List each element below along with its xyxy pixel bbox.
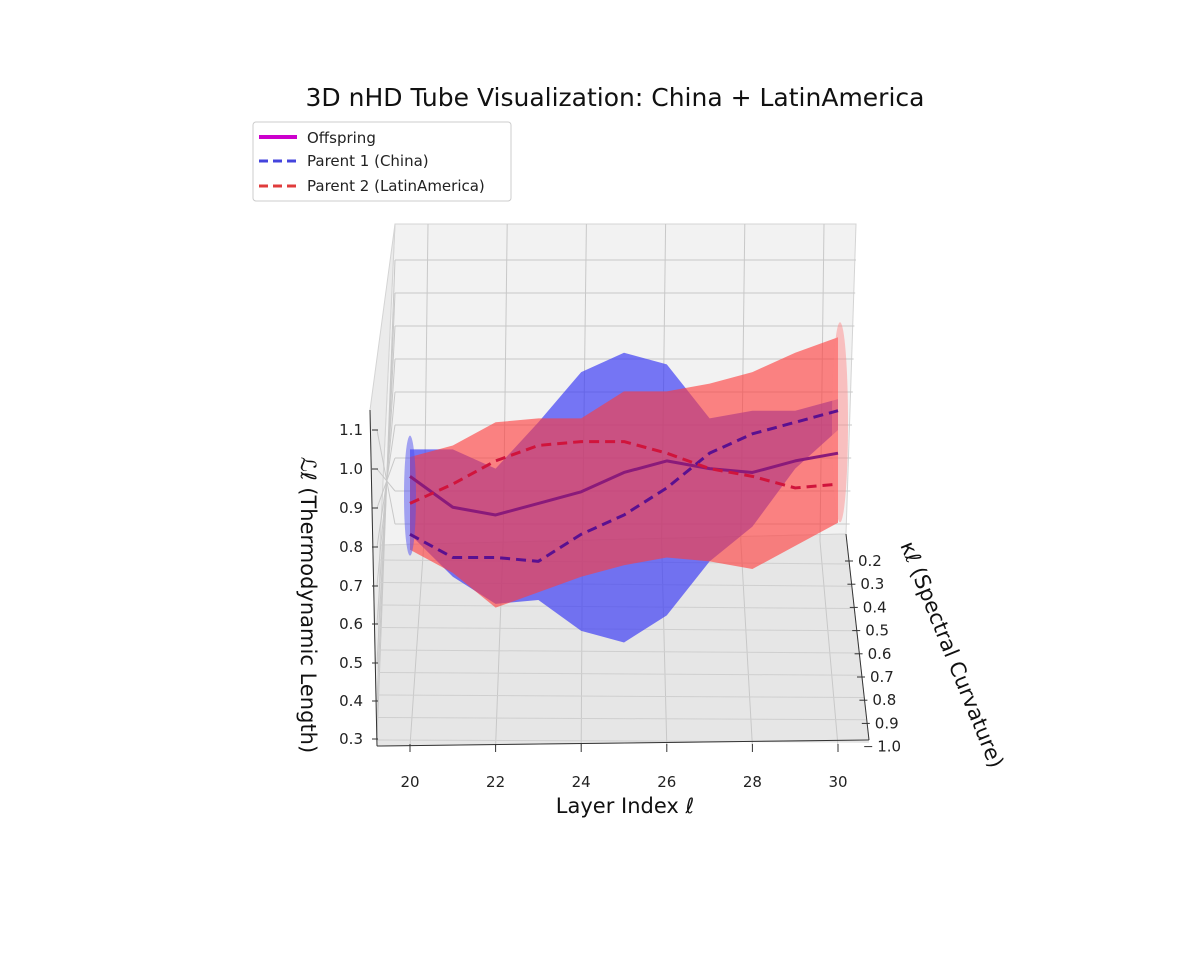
y-tick-label: 0.7: [870, 668, 894, 686]
grid-line-left-z: [376, 457, 396, 509]
tube-start-cap: [404, 435, 416, 556]
line-parent1-china: [409, 409, 839, 563]
z-axis-line: [369, 409, 378, 747]
z-tick-label: 1.0: [339, 460, 363, 478]
y-tick-label: 0.2: [858, 552, 882, 570]
tick-labels: 20 22 24 26 28 30 0.3 0.4 0.5 0.6 0.7 0.8 0.9 1.0 1.1 0…: [339, 421, 901, 791]
grid-line-floor-y: [377, 694, 865, 698]
x-tick-label: 20: [400, 773, 419, 791]
y-tick-label: 0.8: [872, 691, 896, 709]
x-axis-line: [376, 739, 870, 747]
grid-line-floor-y: [378, 649, 860, 654]
chart-title: 3D nHD Tube Visualization: China + Latin…: [306, 83, 925, 112]
legend-label-offspring: Offspring: [307, 129, 376, 147]
tube-end-cap: [832, 322, 848, 523]
y-tick-label: 0.6: [868, 645, 892, 663]
grid-line-left-z: [376, 424, 396, 548]
grid-line-floor-x: [740, 540, 753, 747]
z-tick-label: 0.7: [339, 577, 363, 595]
z-tick-label: 1.1: [339, 421, 363, 439]
grid-line-floor-x: [409, 540, 425, 747]
z-tick-label: 0.6: [339, 615, 363, 633]
x-tick-label: 24: [572, 773, 591, 791]
x-tick-label: 30: [828, 773, 847, 791]
y-axis-line: [845, 533, 870, 741]
z-tick-label: 0.5: [339, 654, 363, 672]
grid-line-floor-y: [376, 739, 870, 743]
x-tick-label: 26: [657, 773, 676, 791]
y-tick-label: 0.4: [863, 598, 887, 616]
grid-line-left-z: [376, 468, 396, 492]
y-tick-label: 1.0: [877, 738, 901, 756]
y-axis-title: κℓ (Spectral Curvature): [895, 538, 1008, 771]
x-tick-label: 28: [743, 773, 762, 791]
x-tick-label: 22: [486, 773, 505, 791]
legend-label-parent1: Parent 1 (China): [307, 152, 429, 170]
legend-label-parent2: Parent 2 (LatinAmerica): [307, 177, 485, 195]
y-tick-label: 0.5: [865, 622, 889, 640]
y-tick-label: 0.3: [860, 575, 884, 593]
grid-line-left-z: [376, 429, 396, 525]
legend: Offspring Parent 1 (China) Parent 2 (Lat…: [252, 121, 512, 202]
grid-line-floor-y: [378, 672, 862, 676]
y-tick-label: 0.9: [875, 714, 899, 732]
grid-line-floor-x: [819, 540, 839, 747]
z-tick-label: 0.9: [339, 499, 363, 517]
legend-box: [252, 121, 512, 202]
z-axis-title: ℒℓ (Thermodynamic Length): [296, 457, 320, 753]
z-tick-label: 0.4: [339, 692, 363, 710]
z-tick-label: 0.8: [339, 538, 363, 556]
series-lines: [409, 409, 839, 563]
axis-lines: [369, 409, 870, 747]
z-tick-label: 0.3: [339, 730, 363, 748]
line-parent2-latinamerica: [409, 440, 839, 505]
line-offspring: [409, 451, 839, 517]
grid-line-floor-y: [377, 717, 867, 721]
x-axis-title: Layer Index ℓ: [556, 794, 694, 818]
